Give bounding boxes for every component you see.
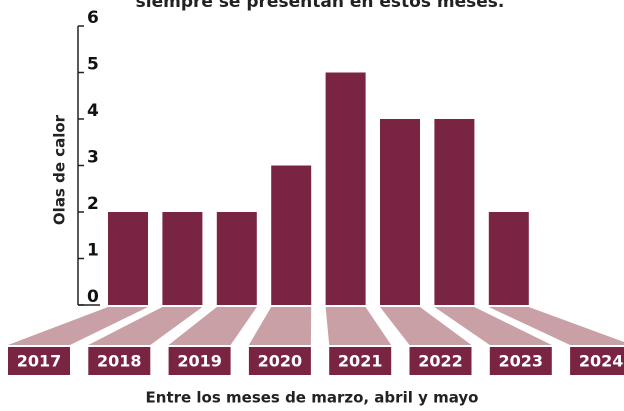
x-tick-label: 2018 (97, 352, 142, 371)
x-tick-label: 2021 (338, 352, 383, 371)
x-tick-label: 2017 (17, 352, 62, 371)
chart-subtitle: siempre se presentan en estos meses. (136, 0, 505, 12)
bar (325, 72, 366, 305)
bar (271, 165, 312, 305)
connector (168, 307, 257, 345)
x-label-box (88, 347, 151, 375)
connector (325, 307, 392, 345)
bar (216, 212, 257, 305)
y-tick-label: 4 (87, 101, 99, 121)
y-axis-label: Olas de calor (51, 114, 69, 225)
x-label-box (168, 347, 231, 375)
x-tick-label: 2024 (579, 352, 624, 371)
y-tick-label: 5 (87, 55, 99, 75)
y-tick-label: 6 (87, 8, 99, 28)
bar (380, 119, 420, 305)
x-label-box (329, 347, 392, 375)
bar (434, 119, 475, 305)
bar (162, 212, 203, 305)
y-tick-label: 0 (87, 287, 99, 307)
connector (248, 307, 312, 345)
connector (434, 307, 552, 345)
bar (108, 212, 148, 305)
x-tick-label: 2022 (418, 352, 463, 371)
x-label-box (570, 347, 624, 375)
x-label-box (8, 347, 70, 375)
y-tick-label: 3 (87, 148, 99, 168)
x-axis-label: Entre los meses de marzo, abril y mayo (146, 389, 479, 407)
x-tick-label: 2020 (258, 352, 303, 371)
connector (88, 307, 203, 345)
connector (8, 307, 148, 345)
x-label-box (489, 347, 552, 375)
x-label-box (409, 347, 472, 375)
x-tick-label: 2019 (177, 352, 222, 371)
bar (488, 212, 529, 305)
connector (380, 307, 472, 345)
x-label-box (248, 347, 311, 375)
y-tick-label: 2 (87, 194, 99, 214)
connector (488, 307, 624, 345)
y-tick-label: 1 (87, 241, 99, 261)
x-tick-label: 2023 (499, 352, 544, 371)
